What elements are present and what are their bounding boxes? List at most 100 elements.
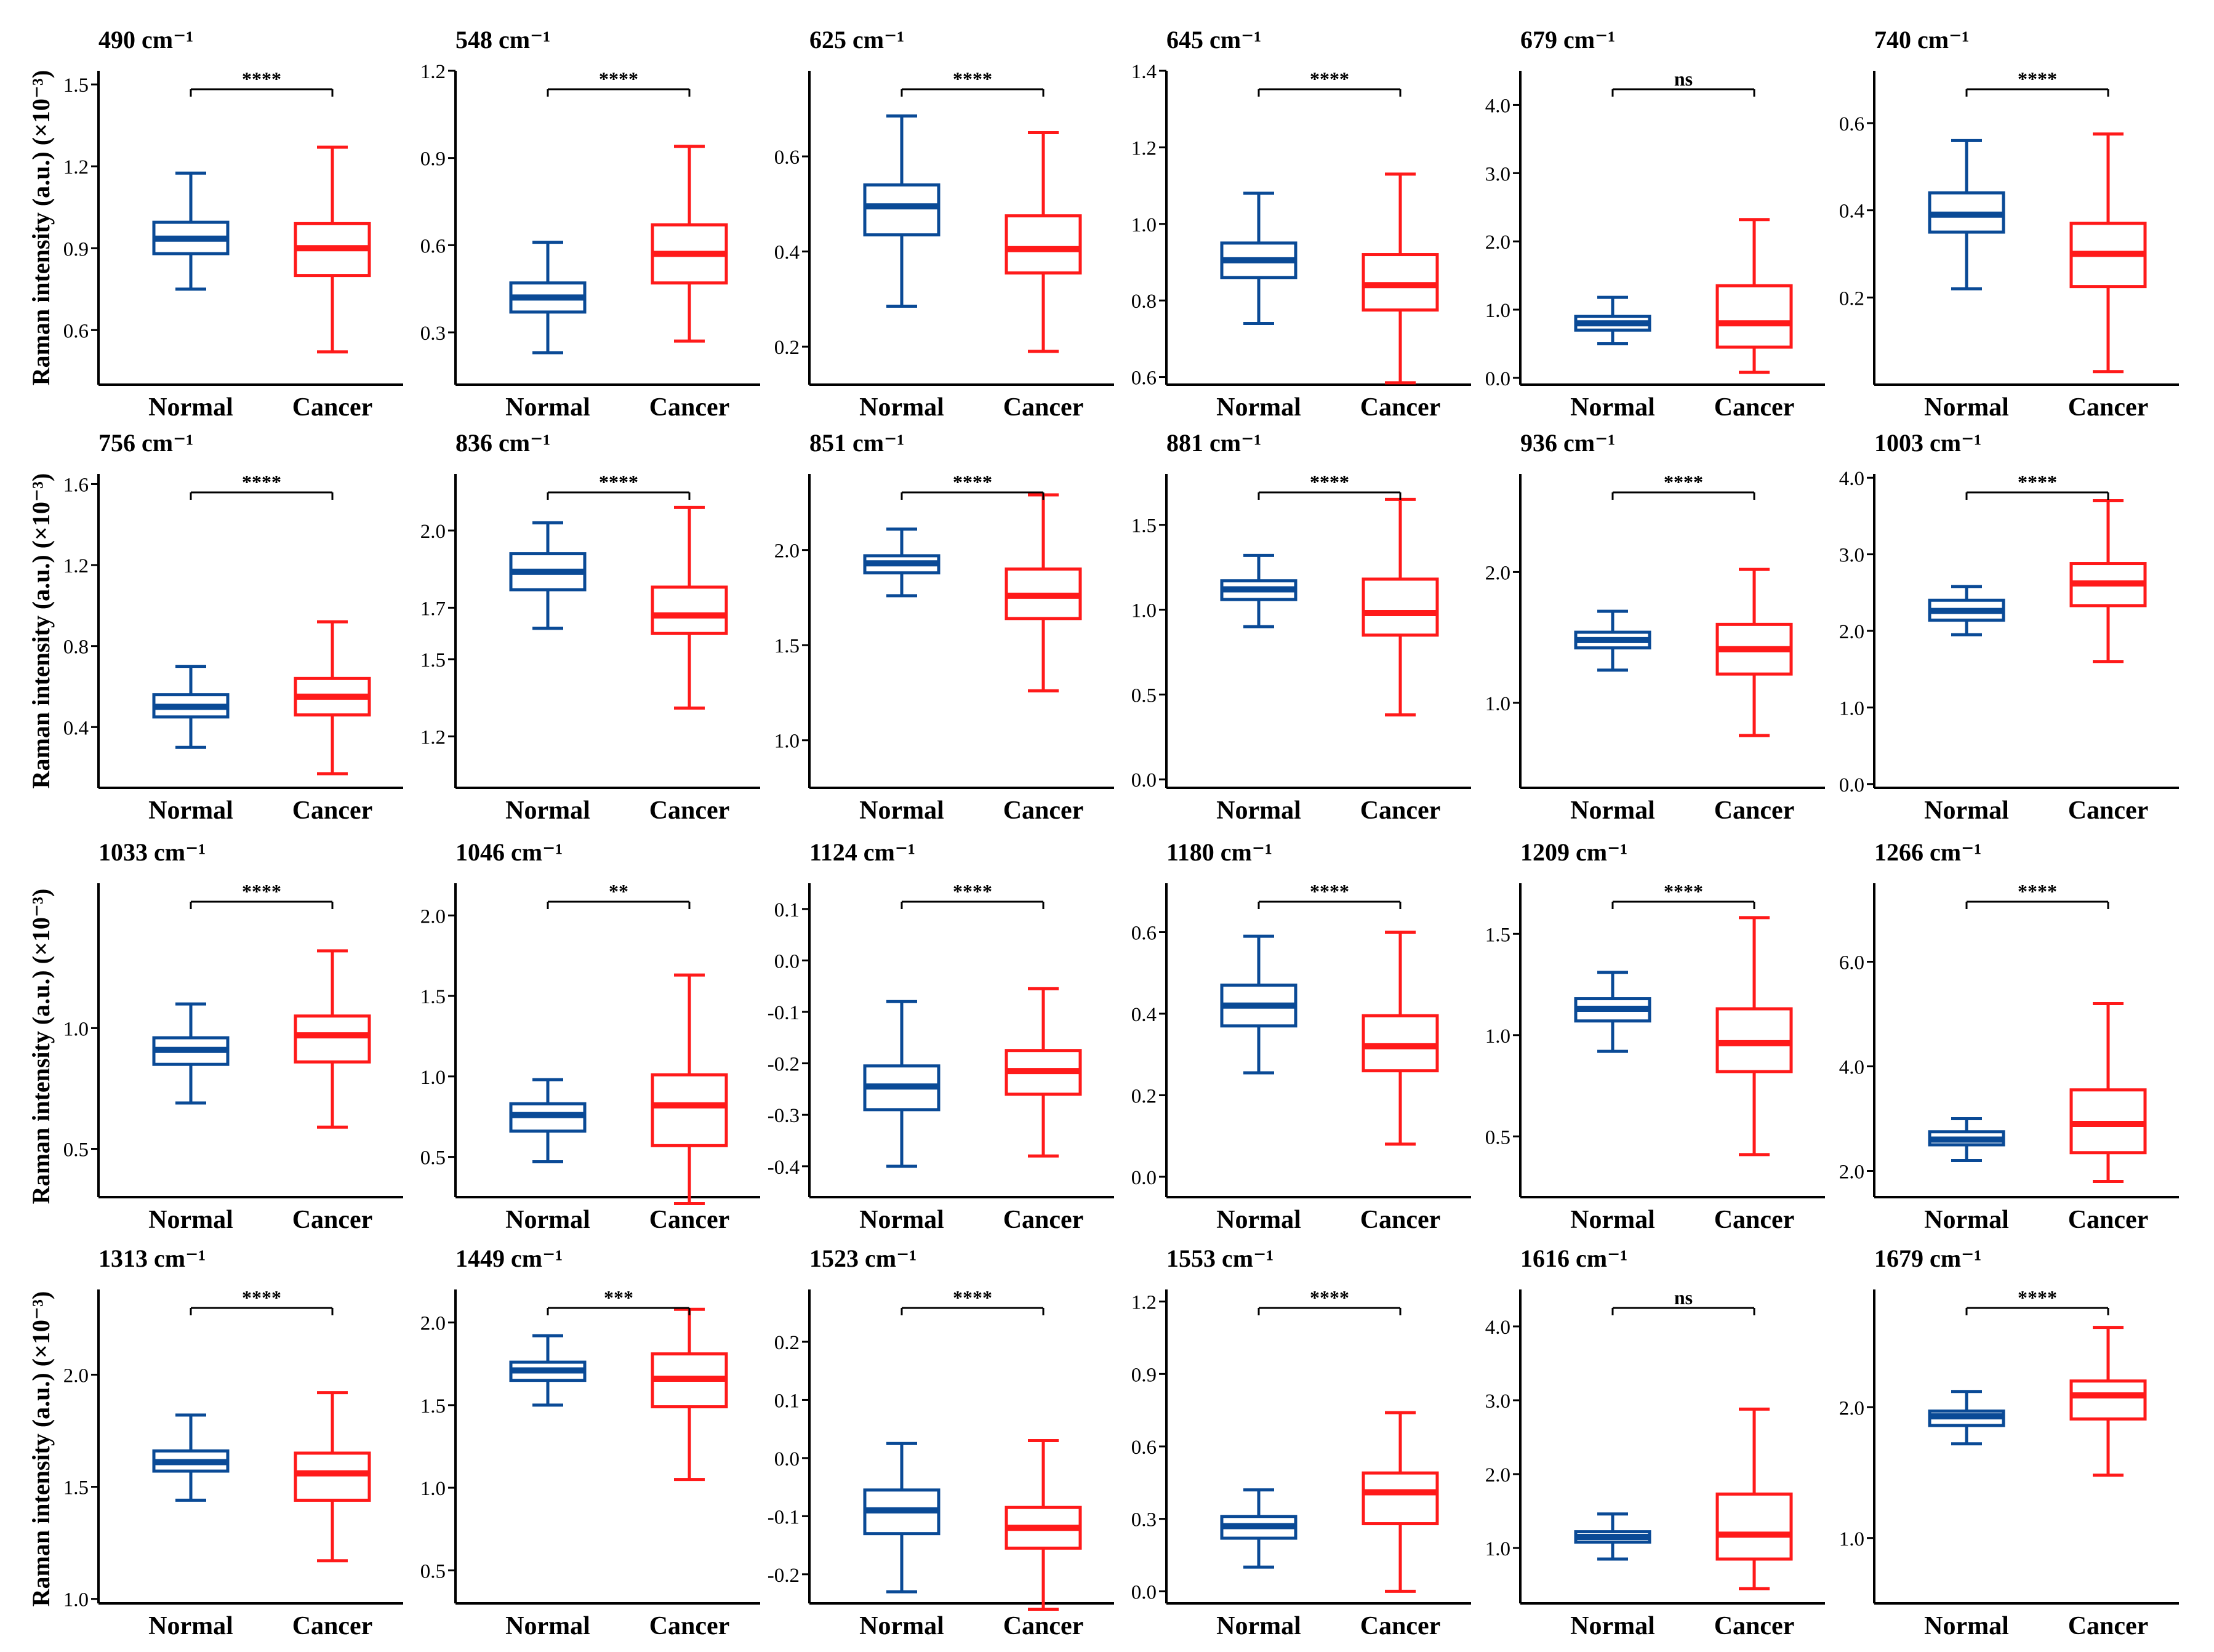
cancer-box: [2069, 499, 2147, 664]
normal-box: [509, 241, 587, 355]
y-tick-label: 0.5: [63, 1139, 89, 1161]
chart-title: 645 cm⁻¹: [1166, 26, 1261, 54]
y-tick-label: 1.2: [1131, 137, 1157, 159]
y-tick-label: 0.0: [774, 950, 800, 972]
y-tick-label: -0.2: [768, 1565, 800, 1587]
y-axis-label-row-4: Raman intensity (a.u.) (×10⁻³): [27, 1291, 55, 1607]
y-tick-label: 1.5: [420, 986, 446, 1008]
chart-title: 1523 cm⁻¹: [809, 1245, 916, 1272]
x-tick-label: Cancer: [1360, 393, 1441, 422]
y-tick-label: 1.0: [1485, 1538, 1510, 1560]
chart-title: 1124 cm⁻¹: [809, 838, 915, 866]
y-tick-label: -0.4: [768, 1157, 800, 1179]
x-tick-label: Cancer: [1714, 1206, 1795, 1234]
sig-label: **: [609, 880, 628, 902]
y-tick-label: 0.6: [63, 320, 89, 342]
panel-18: 1266 cm⁻¹ 2.0 4.0 6.0 Normal Cancer ****: [1839, 837, 2214, 1243]
sig-label: ****: [1310, 471, 1349, 493]
cancer-box: [651, 973, 728, 1205]
y-tick-label: 0.3: [1131, 1509, 1157, 1531]
y-tick-label: 1.5: [774, 635, 800, 657]
chart-title: 1266 cm⁻¹: [1874, 838, 1981, 866]
sig-label: ***: [604, 1286, 633, 1309]
y-tick-label: 1.0: [1839, 1528, 1864, 1550]
y-tick-label: 2.0: [1485, 1464, 1510, 1486]
panel-14: 1046 cm⁻¹ 0.5 1.0 1.5 2.0 Normal Cancer **: [420, 837, 806, 1243]
normal-box: [1574, 971, 1651, 1053]
sig-label: ****: [2018, 880, 2057, 902]
y-tick-label: 4.0: [1839, 1057, 1864, 1079]
x-tick-label: Cancer: [1714, 1612, 1795, 1640]
chart-title: 1180 cm⁻¹: [1166, 838, 1272, 866]
iqr-box: [1362, 1471, 1439, 1526]
boxplot-svg: 548 cm⁻¹ 0.3 0.6 0.9 1.2 Normal Cancer ****: [420, 26, 760, 422]
boxplot-svg: 1679 cm⁻¹ 1.0 2.0 Normal Cancer ****: [1839, 1245, 2179, 1640]
x-tick-label: Cancer: [292, 1206, 373, 1234]
iqr-box: [1715, 284, 1793, 349]
y-tick-label: 4.0: [1485, 1317, 1510, 1339]
normal-box: [509, 521, 587, 630]
panel-15: 1124 cm⁻¹ -0.4 -0.3 -0.2 -0.1 0.0 0.1 Normal Can…: [768, 837, 1160, 1243]
x-tick-label: Cancer: [1003, 796, 1084, 825]
y-tick-label: 0.5: [1485, 1126, 1510, 1149]
y-tick-label: 2.0: [1485, 562, 1510, 584]
y-tick-label: 0.2: [774, 1332, 800, 1354]
x-tick-label: Normal: [1570, 796, 1655, 825]
y-tick-label: 2.0: [774, 540, 800, 563]
boxplot-svg: 1209 cm⁻¹ 0.5 1.0 1.5 Normal Cancer ****: [1485, 838, 1825, 1234]
y-tick-label: 0.6: [420, 235, 446, 257]
y-tick-label: 0.8: [1131, 291, 1157, 313]
x-tick-label: Normal: [1216, 1206, 1301, 1234]
y-tick-label: 1.0: [420, 1067, 446, 1089]
x-tick-label: Cancer: [649, 796, 730, 825]
cancer-box: [1362, 172, 1439, 385]
iqr-box: [1715, 1492, 1793, 1561]
x-tick-label: Normal: [859, 796, 944, 825]
boxplot-svg: 881 cm⁻¹ 0.0 0.5 1.0 1.5 Normal Cancer ****: [1131, 429, 1471, 825]
cancer-box: [294, 1391, 371, 1563]
cancer-box: [1715, 567, 1793, 737]
chart-title: 1553 cm⁻¹: [1166, 1245, 1273, 1272]
chart-title: 836 cm⁻¹: [455, 429, 550, 457]
y-tick-label: 6.0: [1839, 952, 1864, 974]
x-tick-label: Normal: [148, 1612, 233, 1640]
iqr-box: [651, 585, 728, 635]
x-tick-label: Cancer: [1003, 1206, 1084, 1234]
panel-1: 490 cm⁻¹ 0.6 0.9 1.2 1.5 Normal Cancer ****: [63, 25, 449, 431]
y-tick-label: 1.4: [1131, 61, 1157, 83]
sig-label: ****: [953, 471, 992, 493]
panel-5: 679 cm⁻¹ 0.0 1.0 2.0 3.0 4.0 Normal Cancer ns: [1485, 25, 1871, 431]
panel-4: 645 cm⁻¹ 0.6 0.8 1.0 1.2 1.4 Normal Cancer ****: [1131, 25, 1517, 431]
sig-label: ****: [953, 1286, 992, 1309]
x-tick-label: Normal: [859, 1612, 944, 1640]
y-tick-label: 0.4: [1131, 1004, 1157, 1026]
sig-label: ns: [1674, 68, 1693, 90]
y-tick-label: 0.0: [1131, 1167, 1157, 1189]
y-tick-label: 1.0: [1131, 214, 1157, 236]
normal-box: [1220, 934, 1298, 1075]
x-tick-label: Normal: [1570, 1612, 1655, 1640]
y-tick-label: 0.0: [1485, 368, 1510, 390]
x-tick-label: Normal: [1216, 393, 1301, 422]
x-tick-label: Normal: [1924, 796, 2009, 825]
cancer-box: [1715, 218, 1793, 374]
cancer-box: [1715, 1407, 1793, 1590]
boxplot-svg: 1180 cm⁻¹ 0.0 0.2 0.4 0.6 Normal Cancer ****: [1131, 838, 1471, 1234]
panel-2: 548 cm⁻¹ 0.3 0.6 0.9 1.2 Normal Cancer ****: [420, 25, 806, 431]
panel-21: 1523 cm⁻¹ -0.2 -0.1 0.0 0.1 0.2 Normal Cancer **…: [768, 1243, 1160, 1650]
panel-11: 936 cm⁻¹ 1.0 2.0 Normal Cancer ****: [1485, 428, 1871, 834]
panel-20: 1449 cm⁻¹ 0.5 1.0 1.5 2.0 Normal Cancer ***: [420, 1243, 806, 1650]
x-tick-label: Cancer: [649, 1612, 730, 1640]
boxplot-svg: 1266 cm⁻¹ 2.0 4.0 6.0 Normal Cancer ****: [1839, 838, 2179, 1234]
y-tick-label: 3.0: [1839, 545, 1864, 567]
y-tick-label: 1.0: [1839, 697, 1864, 720]
chart-title: 1003 cm⁻¹: [1874, 429, 1981, 457]
y-tick-label: 1.2: [420, 726, 446, 748]
sig-label: ****: [599, 471, 638, 493]
sig-label: ****: [953, 880, 992, 902]
sig-label: ****: [1664, 880, 1703, 902]
y-tick-label: 1.0: [63, 1018, 89, 1040]
chart-title: 756 cm⁻¹: [98, 429, 193, 457]
y-tick-label: 1.5: [1485, 924, 1510, 946]
x-tick-label: Cancer: [2068, 393, 2149, 422]
